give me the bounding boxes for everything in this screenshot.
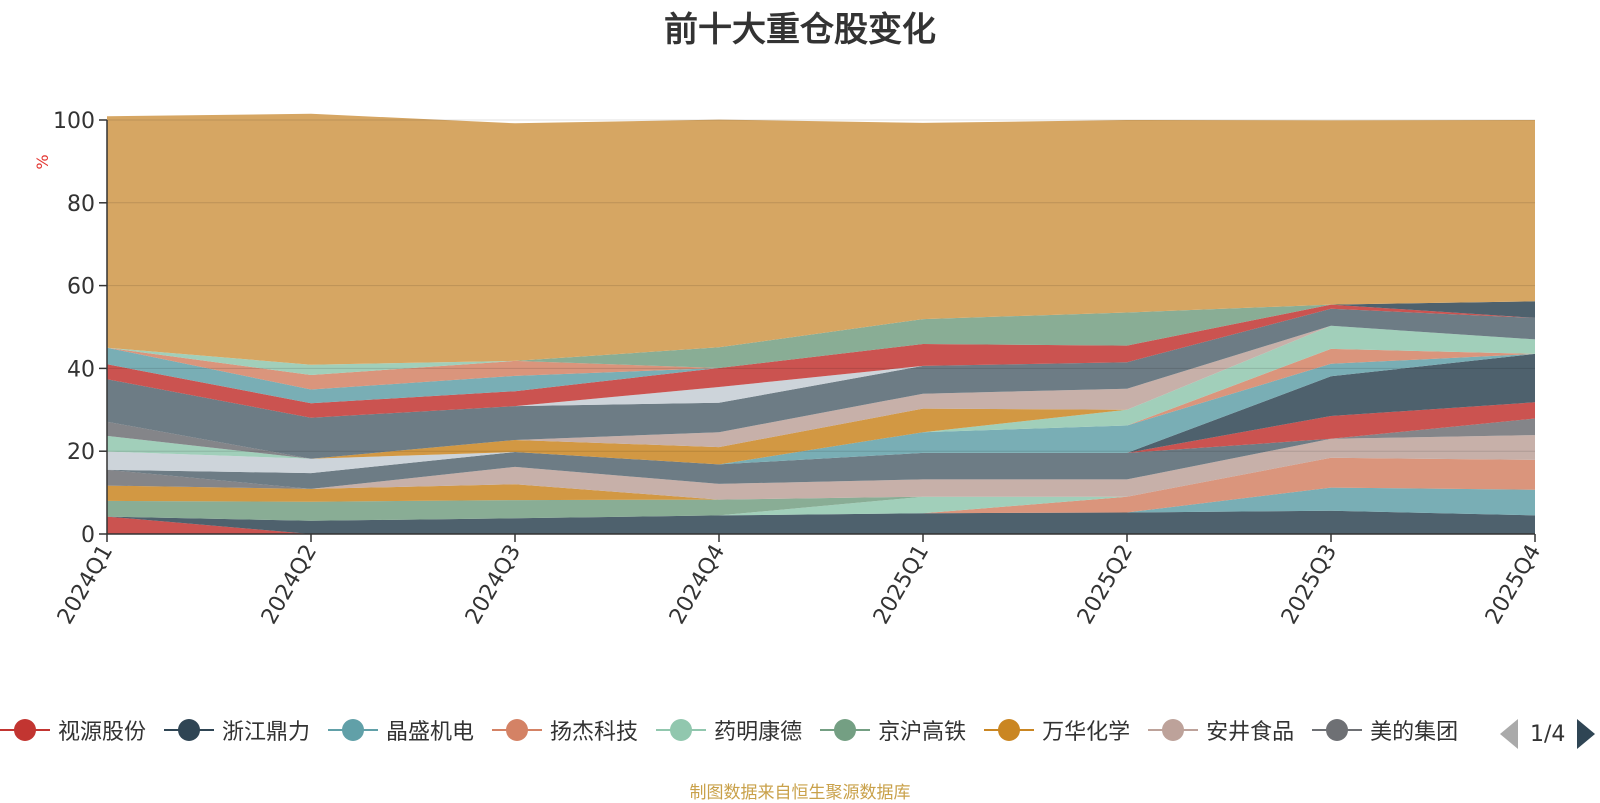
- area-其他[interactable]: [107, 113, 1535, 365]
- legend-label: 美的集团: [1370, 720, 1459, 745]
- area-京沪高铁[interactable]: [107, 457, 1535, 521]
- area-安井食品[interactable]: [107, 435, 1535, 500]
- area-万华化学[interactable]: [107, 457, 1535, 502]
- legend-marker-icon: [164, 719, 215, 741]
- legend-marker-icon: [328, 719, 379, 741]
- legend-label: 京沪高铁: [878, 720, 967, 745]
- legend-next-button[interactable]: [1577, 719, 1596, 749]
- area-系列15[interactable]: [107, 348, 1535, 465]
- y-tick-label: 100: [53, 109, 95, 134]
- legend-item[interactable]: 扬杰科技: [492, 714, 638, 746]
- area-series-group: [107, 113, 1535, 534]
- legend-item[interactable]: 视源股份: [0, 714, 146, 746]
- legend: 视源股份 浙江鼎力 晶盛机电 扬杰科技 药明康德 京沪高铁 万华化学 安井食品 美的集团: [0, 714, 1465, 754]
- x-tick-label: 2025Q4: [1481, 541, 1546, 629]
- legend-label: 晶盛机电: [386, 720, 475, 745]
- x-tick-label: 2025Q3: [1277, 541, 1342, 629]
- area-浙江鼎力[interactable]: [107, 510, 1535, 534]
- area-系列10[interactable]: [107, 418, 1535, 489]
- legend-marker-icon: [820, 719, 871, 741]
- legend-label: 扬杰科技: [550, 720, 639, 745]
- legend-item[interactable]: 万华化学: [984, 714, 1130, 746]
- legend-marker-icon: [492, 719, 543, 741]
- area-系列23[interactable]: [107, 304, 1535, 418]
- area-扬杰科技[interactable]: [107, 457, 1535, 521]
- area-系列13[interactable]: [107, 353, 1535, 465]
- x-tick-label: 2025Q2: [1073, 541, 1138, 629]
- area-晶盛机电[interactable]: [107, 487, 1535, 521]
- area-药明康德[interactable]: [107, 457, 1535, 521]
- legend-label: 安井食品: [1206, 720, 1295, 745]
- area-系列12[interactable]: [107, 402, 1535, 465]
- legend-item[interactable]: 浙江鼎力: [164, 714, 310, 746]
- area-系列16[interactable]: [107, 325, 1535, 465]
- area-系列21[interactable]: [107, 308, 1535, 459]
- legend-label: 万华化学: [1042, 720, 1131, 745]
- y-tick-label: 20: [67, 440, 95, 465]
- x-tick-label: 2025Q1: [869, 541, 934, 629]
- y-axis-label: %: [33, 154, 52, 169]
- legend-pager: 1/4: [1500, 716, 1596, 752]
- legend-label: 药明康德: [714, 720, 803, 745]
- y-tick-label: 60: [67, 275, 95, 300]
- legend-item[interactable]: 药明康德: [656, 714, 802, 746]
- legend-item[interactable]: 安井食品: [1148, 714, 1294, 746]
- legend-item[interactable]: 晶盛机电: [328, 714, 474, 746]
- legend-marker-icon: [984, 719, 1035, 741]
- legend-label: 视源股份: [58, 720, 147, 745]
- area-系列14[interactable]: [107, 353, 1535, 465]
- x-tick-label: 2024Q3: [461, 541, 526, 629]
- legend-marker-icon: [1148, 719, 1199, 741]
- area-系列28[interactable]: [107, 301, 1535, 368]
- stacked-area-chart: 0 20 40 60 80 100 2024Q1 2024Q2 2024Q3 2024Q4 2025…: [33, 109, 1546, 629]
- legend-marker-icon: [656, 719, 707, 741]
- legend-marker-icon: [1312, 719, 1363, 741]
- legend-item[interactable]: 京沪高铁: [820, 714, 966, 746]
- area-系列26[interactable]: [107, 301, 1535, 390]
- y-tick-label: 80: [67, 192, 95, 217]
- chart-title: 前十大重仓股变化: [664, 10, 936, 50]
- area-系列18[interactable]: [107, 325, 1535, 465]
- area-视源股份[interactable]: [107, 516, 1535, 534]
- x-tick-label: 2024Q4: [665, 541, 730, 629]
- area-系列11[interactable]: [107, 418, 1535, 474]
- x-tick-label: 2024Q1: [53, 541, 118, 629]
- data-source-footer: 制图数据来自恒生聚源数据库: [689, 783, 911, 803]
- legend-page-indicator: 1/4: [1530, 721, 1566, 747]
- x-tick-label: 2024Q2: [257, 541, 322, 629]
- legend-label: 浙江鼎力: [222, 720, 311, 745]
- y-tick-label: 0: [81, 523, 95, 548]
- legend-marker-icon: [0, 719, 50, 741]
- legend-prev-button[interactable]: [1500, 719, 1518, 749]
- legend-item[interactable]: 美的集团: [1312, 714, 1458, 746]
- y-tick-label: 40: [67, 357, 95, 382]
